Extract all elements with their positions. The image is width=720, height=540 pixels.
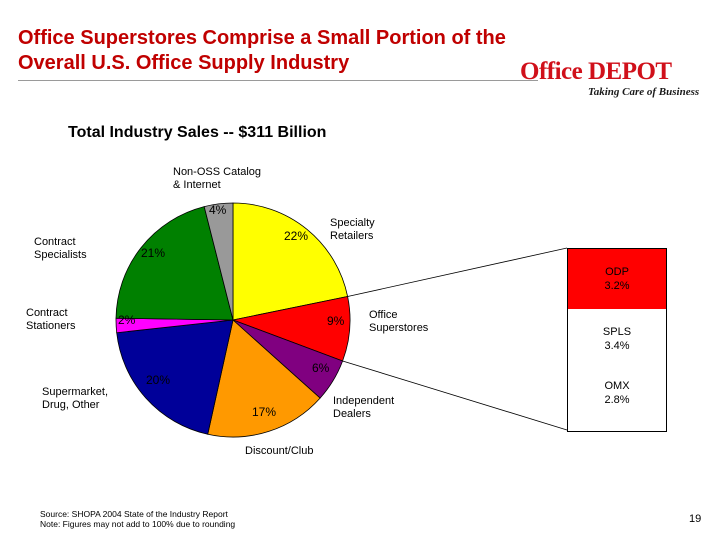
label-line: & Internet <box>173 179 221 191</box>
breakdown-odp-name: ODP <box>605 266 629 278</box>
pct-label-supermarket: 20% <box>146 373 171 387</box>
pct-label-independent-dealers: 6% <box>312 361 330 375</box>
label-line: Independent <box>333 395 395 407</box>
breakdown-omx-name: OMX <box>604 380 630 392</box>
logo-wordmark: Office DEPOT <box>520 58 672 85</box>
pct-label-discount-club: 17% <box>252 405 277 419</box>
connector-line-top <box>347 247 568 297</box>
page-number: 19 <box>689 513 702 525</box>
category-label-office-superstores: Office Superstores <box>369 309 428 335</box>
label-line: Specialists <box>34 249 87 261</box>
label-line: Retailers <box>330 230 374 242</box>
breakdown-segment-omx: OMX 2.8% <box>568 373 666 431</box>
title-line-2: Overall U.S. Office Supply Industry <box>18 52 350 74</box>
label-line: Specialty <box>330 217 375 229</box>
pie-slice-contract-specialists <box>115 206 234 321</box>
category-label-specialty-retailers: Specialty Retailers <box>330 217 375 243</box>
chart-title: Total Industry Sales -- $311 Billion <box>68 124 327 141</box>
breakdown-omx-value: 2.8% <box>604 394 630 406</box>
source-footnote: Source: SHOPA 2004 State of the Industry… <box>40 509 235 529</box>
category-label-non-oss-catalog: Non-OSS Catalog & Internet <box>173 166 261 192</box>
label-line: Drug, Other <box>42 399 100 411</box>
pie-slice-specialty-retailers <box>232 202 349 321</box>
label-line: Office <box>369 309 398 321</box>
pie-slice-discount-club <box>207 319 321 438</box>
label-line: Stationers <box>26 320 76 332</box>
label-line: Superstores <box>369 322 429 334</box>
logo-tagline: Taking Care of Business <box>588 86 700 98</box>
title-line-1: Office Superstores Comprise a Small Port… <box>18 27 506 49</box>
breakdown-spls-value: 3.4% <box>604 340 630 352</box>
note-line: Note: Figures may not add to 100% due to… <box>40 519 236 529</box>
label-line: Contract <box>26 307 68 319</box>
breakdown-spls-name: SPLS <box>602 326 632 338</box>
pct-label-specialty-retailers: 22% <box>284 229 309 243</box>
category-label-discount-club: Discount/Club <box>245 445 314 457</box>
category-label-contract-stationers: Contract Stationers <box>26 307 76 333</box>
pct-label-contract-stationers: 2% <box>118 313 136 327</box>
pie-slices <box>115 202 351 438</box>
breakdown-odp-value: 3.2% <box>604 280 630 292</box>
breakdown-segment-odp: ODP 3.2% <box>568 249 666 309</box>
category-label-independent-dealers: Independent Dealers <box>333 395 394 421</box>
pct-label-contract-specialists: 21% <box>141 246 166 260</box>
label-line: Supermarket, <box>42 386 109 398</box>
slide-title: Office Superstores Comprise a Small Port… <box>18 26 506 76</box>
pie-slice-non-oss-catalog-internet <box>203 202 234 321</box>
label-line: Dealers <box>333 408 371 420</box>
superstores-breakdown-bar: ODP 3.2% SPLS 3.4% OMX 2.8% <box>567 248 667 432</box>
category-label-supermarket: Supermarket, Drug, Other <box>42 386 108 412</box>
pct-label-non-oss-catalog: 4% <box>209 203 227 217</box>
title-divider <box>18 80 538 81</box>
label-line: Contract <box>34 236 76 248</box>
office-depot-logo: Office DEPOT Taking Care of Business <box>520 58 710 102</box>
label-line: Non-OSS Catalog <box>173 166 262 178</box>
breakdown-segment-spls: SPLS 3.4% <box>568 309 666 373</box>
breakdown-connectors <box>342 247 568 431</box>
pct-label-office-superstores: 9% <box>327 314 345 328</box>
pie-slice-supermarket-drug-other <box>116 319 234 435</box>
connector-line-bottom <box>342 360 568 431</box>
source-line: Source: SHOPA 2004 State of the Industry… <box>40 509 228 519</box>
category-label-contract-specialists: Contract Specialists <box>34 236 87 262</box>
